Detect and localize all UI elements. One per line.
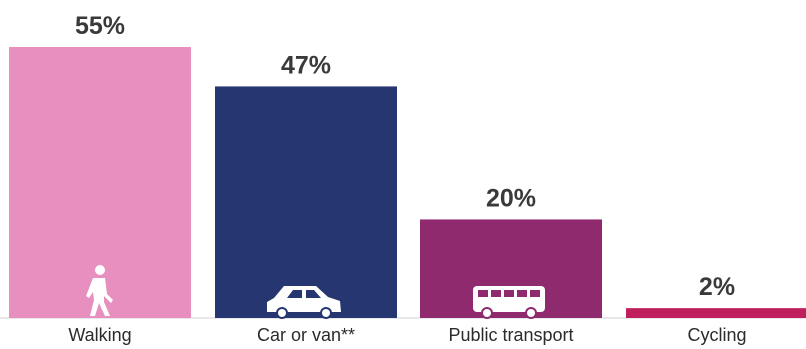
bar-cycling xyxy=(626,308,806,318)
value-label-walking: 55% xyxy=(75,12,125,40)
walking-person-icon xyxy=(86,265,113,316)
bus-icon xyxy=(473,286,545,319)
category-label-cycling: Cycling xyxy=(687,325,746,345)
category-label-walking: Walking xyxy=(68,325,131,345)
bar-car-or-van xyxy=(215,86,397,318)
category-label-public-transport: Public transport xyxy=(448,325,573,345)
category-label-car-or-van: Car or van** xyxy=(257,325,355,345)
value-label-car-or-van: 47% xyxy=(281,51,331,79)
value-label-cycling: 2% xyxy=(699,273,735,301)
car-icon xyxy=(267,286,341,319)
value-label-public-transport: 20% xyxy=(486,184,536,212)
bar-walking xyxy=(9,47,191,318)
